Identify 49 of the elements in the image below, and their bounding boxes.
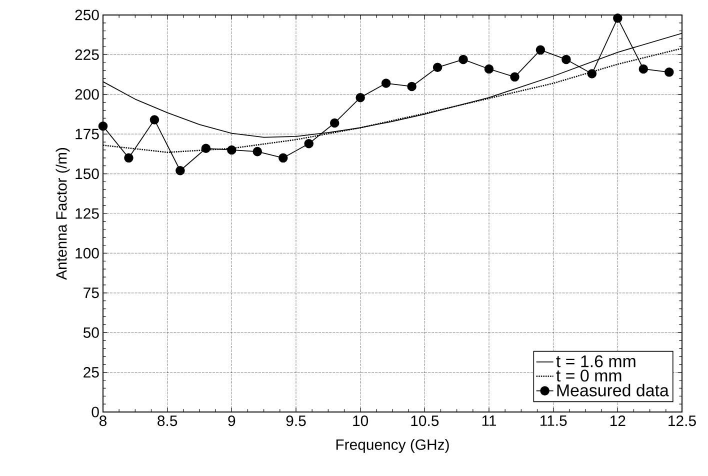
- point: [407, 82, 416, 92]
- x-tick-label: 12.5: [668, 416, 696, 426]
- y-tick-label: 75: [84, 288, 99, 298]
- x-axis-title: Frequency (GHz): [336, 438, 449, 453]
- y-tick-label: 225: [75, 49, 99, 60]
- point: [484, 64, 494, 74]
- point: [176, 166, 185, 176]
- y-axis-title: Antenna Factor (/m): [56, 148, 70, 280]
- x-tick-label: 8: [100, 416, 106, 426]
- point: [510, 72, 520, 82]
- y-tick-label: 175: [76, 128, 99, 140]
- point: [150, 115, 160, 124]
- point: [330, 118, 340, 128]
- x-tick-label: 11.5: [540, 416, 567, 426]
- point: [98, 122, 108, 131]
- x-tick-label: 11: [482, 416, 496, 426]
- y-tick-label: 50: [83, 327, 99, 338]
- point: [587, 69, 597, 78]
- y-tick-label: 125: [76, 208, 99, 219]
- point: [124, 153, 134, 163]
- point: [664, 68, 674, 77]
- point: [638, 64, 648, 74]
- x-tick-label: 9: [228, 416, 236, 426]
- point: [356, 92, 365, 102]
- point: [458, 54, 468, 64]
- x-tick-label: 10.5: [411, 416, 439, 426]
- x-tick-label: 9.5: [286, 416, 306, 426]
- x-tick-label: 8.5: [158, 416, 178, 426]
- point: [278, 153, 288, 163]
- point: [536, 45, 546, 55]
- x-tick-label: 10: [353, 416, 368, 426]
- y-tick-label: 250: [75, 10, 99, 20]
- y-tick-label: 25: [84, 367, 99, 378]
- x-tick-label: 12: [610, 416, 626, 426]
- y-tick-label: 100: [76, 248, 99, 258]
- point: [227, 145, 236, 155]
- legend-label: t = 1.6 mm: [556, 355, 636, 368]
- point: [252, 146, 262, 156]
- point: [381, 78, 391, 88]
- point: [201, 144, 211, 154]
- point: [562, 54, 571, 64]
- point: [613, 14, 622, 23]
- legend-label: t = 0 mm: [556, 370, 622, 382]
- y-tick-label: 200: [75, 89, 99, 100]
- point: [304, 138, 314, 148]
- point: [432, 62, 442, 72]
- y-tick-label: 150: [76, 168, 99, 180]
- legend-label: Measured data: [557, 384, 669, 396]
- y-tick-label: 0: [92, 406, 99, 418]
